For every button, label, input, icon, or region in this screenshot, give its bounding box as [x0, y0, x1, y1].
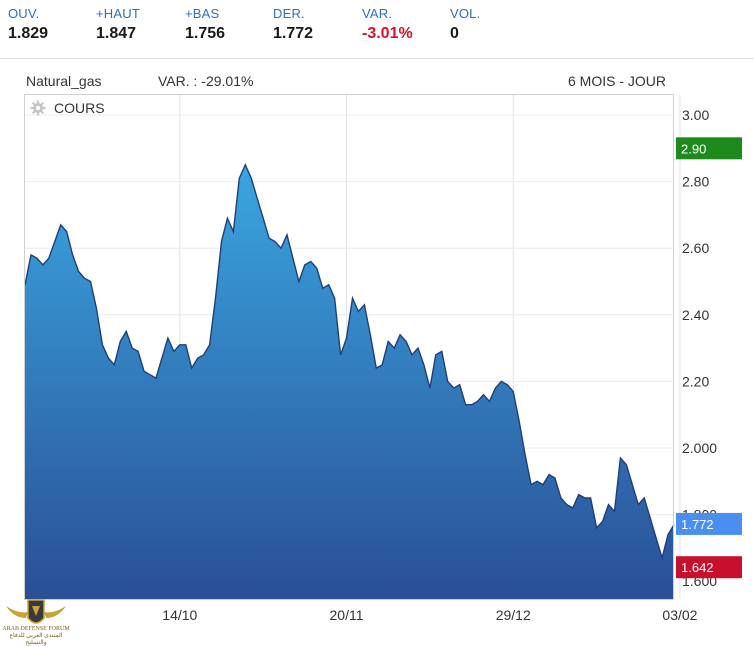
stat-low: +BAS 1.756	[185, 6, 225, 43]
stat-volume: VOL. 0	[450, 6, 480, 43]
forum-logo	[6, 599, 66, 624]
y-tick-label: 2.40	[682, 307, 709, 323]
stat-value: 0	[450, 25, 459, 42]
x-tick-label: 20/11	[330, 607, 364, 623]
price-marker-label: 1.642	[681, 560, 714, 575]
price-marker	[676, 137, 742, 160]
symbol-name: Natural_gas	[26, 73, 102, 89]
chart-header: Natural_gas VAR. : -29.01% 6 MOIS - JOUR	[0, 70, 754, 92]
y-tick-label: 2.80	[682, 174, 709, 190]
stat-last: DER. 1.772	[273, 6, 313, 43]
quote-stats-bar: OUV. 1.829 +HAUT 1.847 +BAS 1.756 DER. 1…	[0, 0, 754, 59]
stat-open: OUV. 1.829	[8, 6, 48, 43]
stat-value: 1.756	[185, 25, 226, 42]
stat-value: 1.772	[273, 25, 314, 42]
stat-label: VOL.	[450, 6, 481, 21]
logo-line-1: ARAB DEFENSE FORUM	[2, 626, 70, 632]
x-tick-label: 29/12	[496, 607, 531, 623]
period-selector[interactable]: 6 MOIS - JOUR	[568, 73, 667, 89]
stat-high: +HAUT 1.847	[96, 6, 140, 43]
chart-settings[interactable]: COURS	[30, 100, 105, 116]
y-tick-label: 2.60	[682, 240, 709, 256]
price-line	[24, 163, 675, 561]
price-marker	[676, 512, 742, 535]
price-marker-label: 1.772	[681, 517, 714, 532]
chart-frame	[24, 94, 674, 600]
y-tick-label: 3.00	[682, 107, 709, 123]
x-tick-label: 03/02	[662, 607, 697, 623]
price-area	[25, 164, 674, 599]
stat-value: -3.01%	[362, 25, 413, 42]
logo-line-2: المنتدى العربي للدفاع والتسليح	[9, 633, 63, 646]
stat-value: 1.829	[8, 25, 49, 42]
price-marker-label: 2.90	[681, 141, 706, 156]
stat-label: OUV.	[8, 6, 40, 21]
stat-value: 1.847	[96, 25, 137, 42]
series-label: COURS	[54, 100, 105, 116]
period-variation: VAR. : -29.01%	[158, 73, 254, 89]
y-tick-label: 2.000	[682, 440, 717, 456]
stat-label: DER.	[273, 6, 305, 21]
stat-label: +BAS	[185, 6, 220, 21]
forum-logo-text: ARAB DEFENSE FORUM المنتدى العربي للدفاع…	[0, 626, 72, 647]
stat-variation: VAR. -3.01%	[362, 6, 413, 43]
price-marker	[676, 556, 742, 579]
x-tick-label: 14/10	[162, 607, 197, 623]
stat-label: VAR.	[362, 6, 393, 21]
y-tick-label: 2.20	[682, 373, 709, 389]
stat-label: +HAUT	[96, 6, 140, 21]
gear-icon[interactable]	[30, 100, 46, 116]
